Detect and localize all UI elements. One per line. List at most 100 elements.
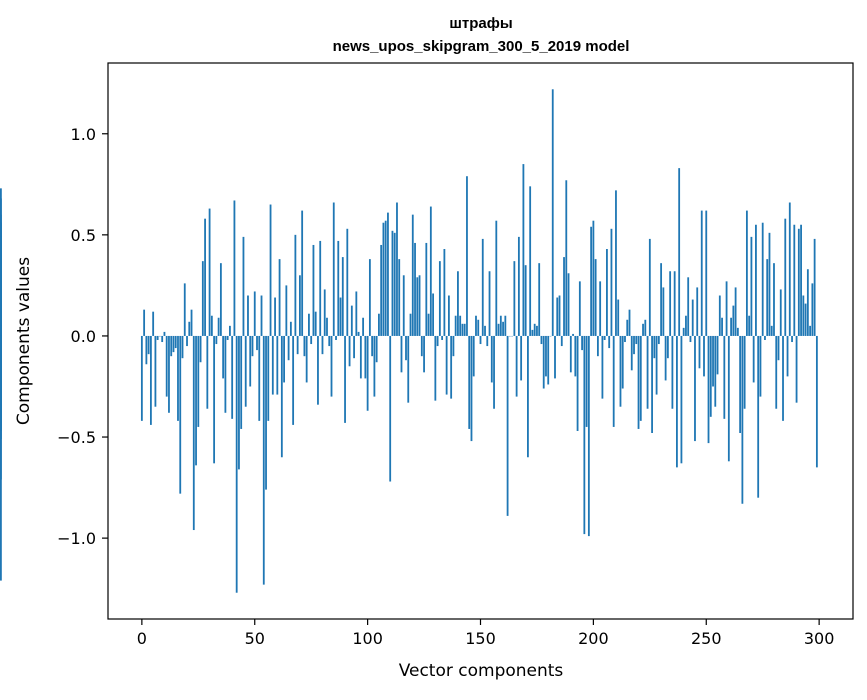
bar-120 [412, 215, 414, 336]
bar-63 [283, 336, 285, 383]
bar-85 [333, 203, 335, 336]
bar-210 [615, 190, 617, 336]
bar-213 [622, 336, 624, 389]
bar-144 [466, 176, 468, 336]
bar-75 [310, 336, 312, 344]
bar-26 [200, 336, 202, 362]
bar-92 [349, 336, 351, 366]
bar-293 [802, 296, 804, 336]
bar-2 [145, 336, 147, 364]
bar-21 [188, 322, 190, 336]
bar-95 [355, 291, 357, 335]
bar-267 [744, 336, 746, 409]
bar-138 [453, 336, 455, 356]
bar-221 [640, 336, 642, 421]
bar-undefined [0, 263, 2, 336]
bar-76 [313, 245, 315, 336]
bar-158 [498, 324, 500, 336]
chart-subtitle: news_upos_skipgram_300_5_2019 model [333, 38, 630, 55]
bar-275 [762, 223, 764, 336]
bar-40 [231, 336, 233, 419]
bar-256 [719, 296, 721, 336]
bar-165 [513, 261, 515, 336]
bar-93 [351, 306, 353, 336]
bar-237 [676, 336, 678, 467]
bar-253 [712, 336, 714, 387]
bar-59 [274, 298, 276, 336]
bar-244 [692, 300, 694, 336]
bar-159 [500, 316, 502, 336]
bar-133 [441, 336, 443, 340]
bar-148 [475, 316, 477, 336]
bar-123 [419, 275, 421, 336]
y-tick-label: 0.5 [71, 226, 96, 245]
bar-129 [432, 293, 434, 335]
bar-22 [191, 310, 193, 336]
bar-81 [324, 289, 326, 336]
bar-105 [378, 314, 380, 336]
bar-265 [739, 336, 741, 433]
bar-15 [175, 336, 177, 348]
bar-20 [186, 336, 188, 346]
bar-27 [202, 261, 204, 336]
bar-206 [606, 249, 608, 336]
bar-238 [678, 168, 680, 336]
bar-192 [574, 336, 576, 376]
bar-218 [633, 336, 635, 354]
bar-201 [595, 259, 597, 336]
bar-74 [308, 314, 310, 336]
bar-16 [177, 336, 179, 421]
bar-111 [392, 231, 394, 336]
bar-56 [267, 336, 269, 421]
bar-103 [373, 336, 375, 397]
bar-96 [358, 332, 360, 336]
bar-53 [261, 296, 263, 336]
bar-296 [809, 326, 811, 336]
y-tick-label: −0.5 [57, 428, 96, 447]
bar-202 [597, 336, 599, 356]
bar-87 [337, 241, 339, 336]
bar-298 [814, 239, 816, 336]
bar-205 [604, 336, 606, 340]
bar-200 [592, 221, 594, 336]
bar-37 [224, 336, 226, 413]
bar-278 [769, 233, 771, 336]
x-tick-label: 0 [137, 629, 147, 648]
bar-52 [258, 336, 260, 421]
bar-82 [326, 318, 328, 336]
bar-152 [484, 326, 486, 336]
bar-285 [784, 219, 786, 336]
bar-84 [331, 336, 333, 397]
bar-134 [443, 249, 445, 336]
bar-98 [362, 318, 364, 336]
bar-180 [547, 336, 549, 385]
bar-284 [782, 336, 784, 421]
bar-258 [723, 336, 725, 419]
bar-28 [204, 219, 206, 336]
bar-101 [369, 259, 371, 336]
bar-13 [170, 336, 172, 356]
bar-283 [780, 289, 782, 336]
bar-266 [741, 336, 743, 504]
bar-108 [385, 221, 387, 336]
bar-42 [236, 336, 238, 593]
bar-160 [502, 322, 504, 336]
bar-24 [195, 336, 197, 465]
bar-109 [387, 213, 389, 336]
bar-249 [703, 336, 705, 376]
bar-106 [380, 245, 382, 336]
bar-250 [705, 211, 707, 336]
bar-undefined [0, 336, 2, 405]
bar-72 [304, 336, 306, 356]
bar-297 [811, 283, 813, 336]
x-tick-label: 250 [691, 629, 722, 648]
bar-115 [401, 336, 403, 372]
bar-193 [577, 336, 579, 431]
bar-125 [423, 336, 425, 372]
bar-89 [342, 257, 344, 336]
bar-194 [579, 281, 581, 336]
bar-167 [518, 237, 520, 336]
bar-243 [690, 336, 692, 342]
bar-131 [437, 336, 439, 346]
